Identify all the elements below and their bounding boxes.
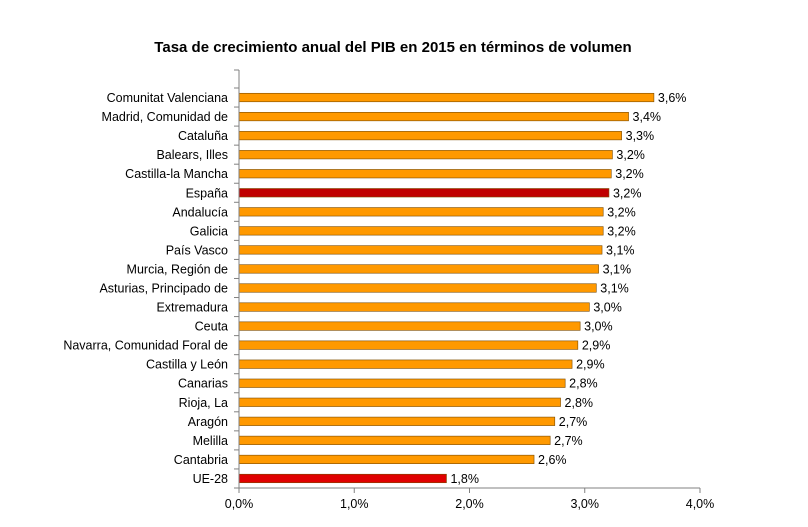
value-label-17: 2,7%	[559, 415, 588, 429]
bars-group	[238, 92, 655, 484]
value-label-18: 2,7%	[554, 434, 583, 448]
bar-15	[238, 378, 566, 388]
x-tick-label-1: 1,0%	[340, 497, 369, 511]
value-label-19: 2,6%	[538, 453, 567, 467]
bar-1	[238, 112, 629, 122]
bar-14	[238, 359, 573, 369]
value-label-20: 1,8%	[450, 472, 479, 486]
bar-18	[238, 435, 551, 445]
bar-6	[238, 207, 604, 217]
category-label-12: Ceuta	[195, 320, 228, 334]
category-label-13: Navarra, Comunidad Foral de	[63, 339, 228, 353]
bar-20	[238, 473, 447, 484]
value-label-12: 3,0%	[584, 320, 613, 334]
value-label-14: 2,9%	[576, 358, 605, 372]
value-label-10: 3,1%	[600, 282, 629, 296]
bar-19	[238, 454, 535, 464]
category-label-15: Canarias	[178, 377, 228, 391]
chart-title: Tasa de crecimiento anual del PIB en 201…	[154, 39, 631, 56]
bar-0	[238, 92, 655, 103]
value-labels-group: 3,6% 3,4% 3,3% 3,2% 3,2% 3,2% 3,2% 3,2% 3,1% 3,1%…	[450, 91, 686, 486]
value-label-11: 3,0%	[593, 301, 622, 315]
category-label-5: España	[186, 186, 228, 200]
bar-11	[238, 302, 590, 312]
category-label-20: UE-28	[193, 472, 228, 486]
category-label-2: Cataluña	[178, 129, 228, 143]
value-label-0: 3,6%	[658, 91, 687, 105]
category-label-19: Cantabria	[174, 453, 228, 467]
category-label-7: Galicia	[190, 224, 228, 238]
category-label-17: Aragón	[188, 415, 228, 429]
bar-9	[238, 264, 599, 274]
value-label-4: 3,2%	[615, 167, 644, 181]
category-label-16: Rioja, La	[179, 396, 228, 410]
value-label-13: 2,9%	[582, 339, 611, 353]
value-label-2: 3,3%	[626, 129, 655, 143]
category-label-11: Extremadura	[156, 301, 228, 315]
bar-4	[238, 169, 612, 179]
bar-12	[238, 321, 581, 331]
bar-13	[238, 340, 579, 350]
category-label-3: Balears, Illes	[156, 148, 228, 162]
category-label-4: Castilla-la Mancha	[125, 167, 228, 181]
x-tick-label-4: 4,0%	[686, 497, 715, 511]
category-label-1: Madrid, Comunidad de	[102, 110, 229, 124]
value-label-3: 3,2%	[616, 148, 645, 162]
value-label-7: 3,2%	[607, 224, 636, 238]
x-tick-label-3: 3,0%	[571, 497, 600, 511]
category-labels-group: Comunitat Valenciana Madrid, Comunidad de…	[63, 91, 228, 486]
category-label-10: Asturias, Principado de	[99, 282, 228, 296]
category-label-0: Comunitat Valenciana	[107, 91, 228, 105]
bar-17	[238, 416, 556, 426]
bar-8	[238, 245, 603, 255]
x-tick-label-0: 0,0%	[225, 497, 254, 511]
category-label-6: Andalucía	[172, 205, 228, 219]
category-label-8: País Vasco	[166, 243, 228, 257]
value-label-6: 3,2%	[607, 205, 636, 219]
bar-16	[238, 397, 561, 407]
x-tick-label-2: 2,0%	[455, 497, 484, 511]
value-label-9: 3,1%	[603, 262, 632, 276]
category-label-9: Murcia, Región de	[127, 262, 228, 276]
value-label-8: 3,1%	[606, 243, 635, 257]
category-label-18: Melilla	[193, 434, 228, 448]
bar-5	[238, 188, 610, 198]
value-label-1: 3,4%	[633, 110, 662, 124]
value-label-5: 3,2%	[613, 186, 642, 200]
bar-7	[238, 226, 604, 236]
bar-10	[238, 283, 597, 293]
bar-3	[238, 150, 613, 160]
value-label-15: 2,8%	[569, 377, 598, 391]
category-label-14: Castilla y León	[146, 358, 228, 372]
bar-2	[238, 131, 622, 141]
value-label-16: 2,8%	[565, 396, 594, 410]
axes-group: 0,0% 1,0% 2,0% 3,0% 4,0%	[225, 69, 715, 511]
